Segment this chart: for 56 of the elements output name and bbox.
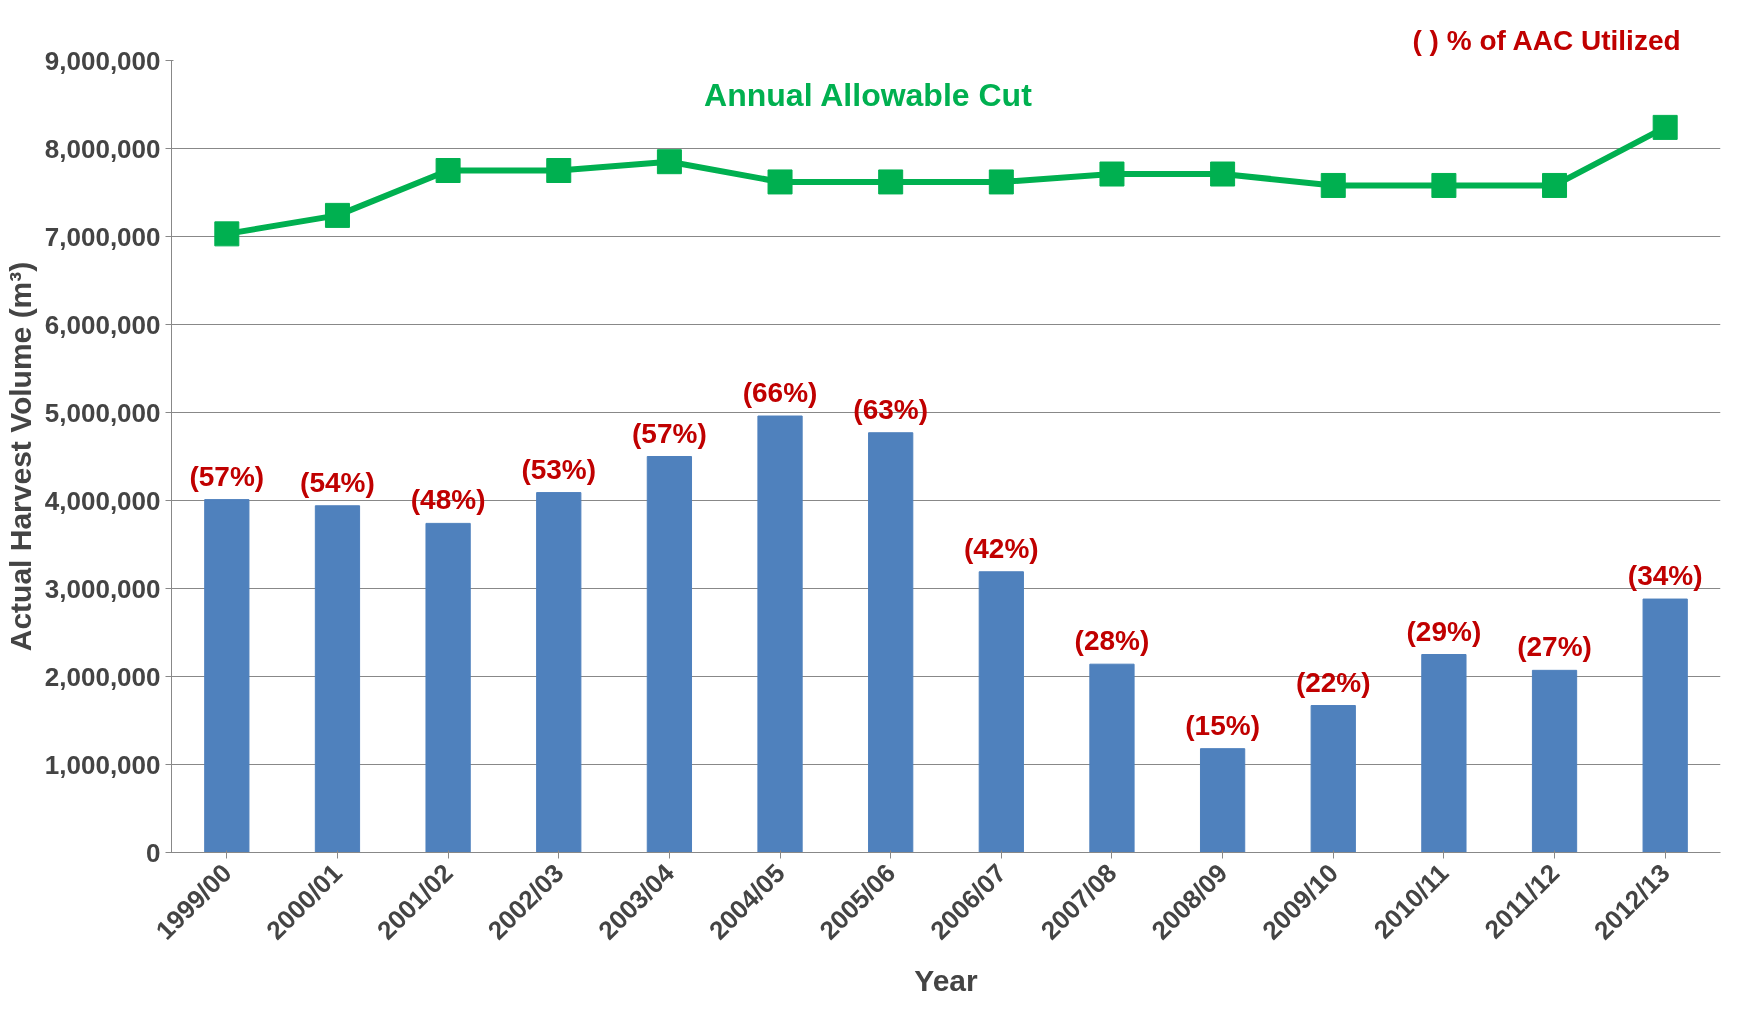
point [1210, 161, 1236, 187]
annotation: (42%) [963, 532, 1039, 564]
y-tick-label: 1,000,000 [44, 749, 161, 780]
annotation: (66%) [742, 377, 818, 409]
bar [868, 432, 914, 853]
annotation: (27%) [1517, 631, 1592, 663]
y-tick-label: 8,000,000 [44, 133, 161, 164]
y-tick-label: 9,000,000 [44, 45, 161, 76]
bar [425, 522, 471, 853]
point [1099, 161, 1125, 187]
bar [1642, 598, 1688, 853]
point [214, 221, 240, 247]
series-label: Annual Allowable Cut [704, 77, 1033, 114]
y-tick-label: 6,000,000 [44, 309, 161, 340]
annotation: (15%) [1185, 709, 1260, 741]
y-tick-label: 3,000,000 [44, 573, 161, 604]
bar [536, 492, 582, 853]
annotation: (28%) [1074, 625, 1150, 657]
y-tick-label: 0 [146, 837, 161, 868]
annotation: (57%) [189, 460, 265, 492]
point [1652, 114, 1678, 140]
bar [1089, 663, 1135, 853]
bar [1199, 748, 1246, 853]
bar [314, 505, 361, 853]
point [1320, 172, 1346, 198]
point [767, 169, 793, 195]
annotation: (48%) [410, 484, 486, 516]
y-tick-label: 2,000,000 [44, 661, 161, 692]
annotation: (29%) [1406, 615, 1482, 647]
point [546, 158, 572, 183]
point [878, 169, 904, 195]
annotation: (22%) [1295, 666, 1371, 698]
annotation: (54%) [300, 466, 375, 498]
y-tick-label: 7,000,000 [44, 221, 161, 252]
annotation: (63%) [853, 393, 929, 425]
text: ( ) % of AAC Utilized [1412, 24, 1681, 56]
point [435, 158, 461, 183]
annotation: (57%) [632, 417, 707, 449]
bar [204, 499, 250, 853]
point [1431, 172, 1457, 198]
point [324, 202, 350, 228]
bar [978, 571, 1024, 853]
point [656, 149, 682, 175]
annotation: (34%) [1627, 560, 1703, 592]
point [988, 169, 1014, 195]
y-tick-label: 5,000,000 [44, 397, 161, 428]
bar [1531, 669, 1578, 853]
annotation: (53%) [521, 453, 597, 485]
y-tick-label: 4,000,000 [44, 485, 161, 516]
x-axis-title: Year [914, 964, 979, 998]
bar [757, 415, 803, 853]
y-axis-title: Actual Harvest Volume (m³) [3, 261, 37, 652]
bar [1310, 705, 1356, 853]
point [1542, 172, 1568, 198]
bar [1421, 654, 1467, 853]
bar [646, 456, 693, 853]
